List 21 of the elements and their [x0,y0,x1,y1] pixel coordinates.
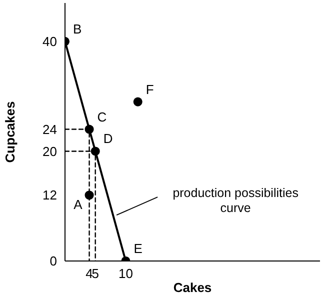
annotation: D [103,131,113,146]
x-tick-label: 10 [118,266,133,282]
annotation: production possibilities curve [172,186,298,216]
x-tick-label: 4 [86,266,93,282]
point [133,97,142,106]
point [90,146,100,156]
y-tick-label: 12 [42,188,57,203]
annotation: F [146,82,154,97]
x-axis-title: Cakes [173,280,212,294]
annotation: B [73,21,82,36]
point [84,190,94,200]
y-tick-label: 24 [42,122,57,137]
annotation: C [97,109,107,124]
y-axis-title: Cupcakes [2,101,18,163]
y-tick-label: 40 [42,34,57,50]
annotation: E [134,241,143,256]
y-tick-label: 0 [50,254,57,269]
y-tick-label: 20 [42,144,57,159]
point [84,124,94,134]
annotation: A [74,197,83,212]
x-tick-label: 5 [92,266,99,282]
